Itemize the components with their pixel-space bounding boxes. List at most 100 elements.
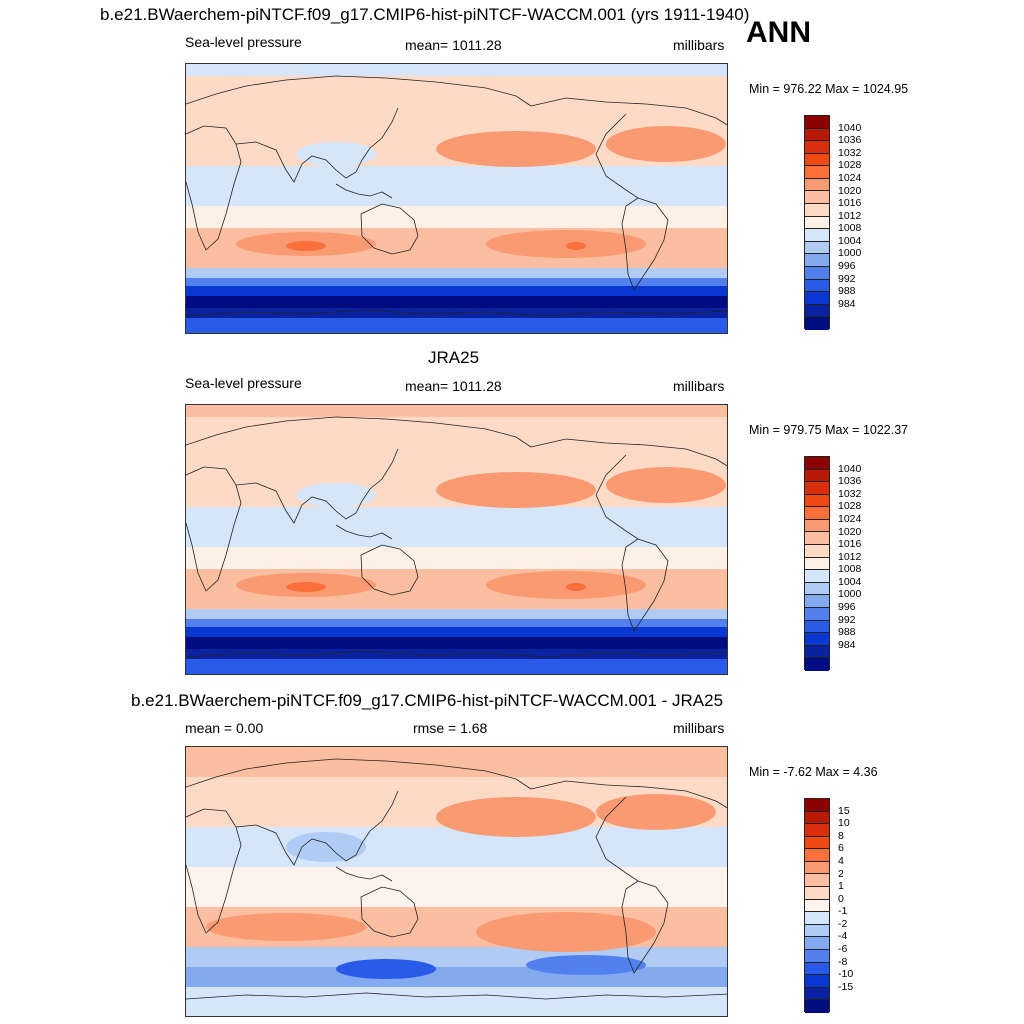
colorbar-segment bbox=[805, 178, 829, 192]
coastline bbox=[186, 125, 242, 251]
colorbar-segment bbox=[805, 582, 829, 596]
panel3-map bbox=[185, 746, 728, 1017]
coastline bbox=[186, 466, 242, 592]
colorbar-segment bbox=[805, 620, 829, 634]
colorbar-segment bbox=[805, 975, 829, 988]
colorbar-segment bbox=[805, 128, 829, 142]
colorbar-label: -10 bbox=[838, 967, 854, 980]
field-blob bbox=[486, 571, 646, 599]
colorbar-label: 1016 bbox=[838, 537, 862, 550]
colorbar-label: 1032 bbox=[838, 146, 862, 159]
colorbar-segment bbox=[805, 317, 829, 330]
field-blob bbox=[436, 797, 596, 837]
colorbar-label: 1000 bbox=[838, 247, 862, 260]
colorbar-segment bbox=[805, 457, 829, 470]
colorbar-segment bbox=[805, 507, 829, 520]
colorbar-segment bbox=[805, 899, 829, 913]
coastline bbox=[621, 197, 669, 291]
field-blob bbox=[566, 242, 586, 250]
field-band bbox=[186, 637, 727, 649]
colorbar-label: 1024 bbox=[838, 171, 862, 184]
panel3-minmax: Min = -7.62 Max = 4.36 bbox=[749, 765, 878, 779]
colorbar-label: 15 bbox=[838, 804, 850, 817]
colorbar-label: 1004 bbox=[838, 234, 862, 247]
field-blob bbox=[436, 472, 596, 508]
field-band bbox=[186, 507, 727, 547]
field-blob bbox=[296, 483, 376, 507]
coastline bbox=[335, 866, 393, 882]
coastline bbox=[186, 992, 727, 1000]
coastline bbox=[186, 758, 532, 790]
colorbar-label: 1 bbox=[838, 879, 844, 892]
colorbar-segment bbox=[805, 937, 829, 950]
panel3-center-label: rmse = 1.68 bbox=[413, 720, 488, 736]
colorbar-segment bbox=[805, 545, 829, 558]
coastline bbox=[235, 107, 399, 183]
panel2-center-label: mean= 1011.28 bbox=[405, 378, 502, 394]
field-blob bbox=[606, 126, 726, 162]
colorbar-segment bbox=[805, 799, 829, 812]
colorbar-label: 1024 bbox=[838, 512, 862, 525]
colorbar-label: -1 bbox=[838, 905, 848, 918]
field-band bbox=[186, 619, 727, 627]
colorbar-segment bbox=[805, 595, 829, 608]
panel3-colorbar bbox=[804, 798, 830, 1013]
field-band bbox=[186, 64, 727, 76]
panel1-right-label: millibars bbox=[673, 37, 725, 53]
coastline bbox=[186, 309, 727, 317]
colorbar-segment bbox=[805, 204, 829, 217]
panel1-center-label: mean= 1011.28 bbox=[405, 37, 502, 53]
colorbar-label: -4 bbox=[838, 930, 848, 943]
field-band bbox=[186, 417, 727, 447]
colorbar-segment bbox=[805, 861, 829, 875]
field-band bbox=[186, 547, 727, 569]
field-blob bbox=[526, 955, 646, 975]
colorbar-segment bbox=[805, 141, 829, 154]
coastline bbox=[335, 524, 393, 540]
colorbar-label: 1040 bbox=[838, 462, 862, 475]
coastline bbox=[621, 880, 669, 974]
field-band bbox=[186, 268, 727, 278]
colorbar-segment bbox=[805, 912, 829, 925]
field-band bbox=[186, 659, 727, 674]
field-band bbox=[186, 286, 727, 296]
field-band bbox=[186, 278, 727, 286]
colorbar-segment bbox=[805, 292, 829, 305]
colorbar-label: -8 bbox=[838, 955, 848, 968]
field-band bbox=[186, 867, 727, 907]
colorbar-label: 1020 bbox=[838, 525, 862, 538]
field-blob bbox=[286, 582, 326, 592]
colorbar-segment bbox=[805, 116, 829, 129]
colorbar-segment bbox=[805, 824, 829, 837]
panel3-right-label: millibars bbox=[673, 720, 725, 736]
colorbar-label: 1020 bbox=[838, 184, 862, 197]
coastline bbox=[186, 650, 727, 658]
colorbar-label: 1040 bbox=[838, 121, 862, 134]
panel2-colorbar bbox=[804, 456, 830, 671]
colorbar-label: 996 bbox=[838, 600, 856, 613]
colorbar-label: -15 bbox=[838, 980, 854, 993]
colorbar-segment bbox=[805, 279, 829, 293]
colorbar-label: 1012 bbox=[838, 550, 862, 563]
coastline bbox=[360, 544, 419, 596]
colorbar-label: 1036 bbox=[838, 133, 862, 146]
colorbar-label: 2 bbox=[838, 867, 844, 880]
panel1-left-label: Sea-level pressure bbox=[185, 34, 302, 50]
field-band bbox=[186, 206, 727, 228]
colorbar-label: -2 bbox=[838, 917, 848, 930]
field-blob bbox=[486, 230, 646, 258]
field-blob bbox=[566, 583, 586, 591]
colorbar-label: 992 bbox=[838, 272, 856, 285]
coastline bbox=[235, 448, 399, 524]
field-band bbox=[186, 166, 727, 206]
field-band bbox=[186, 827, 727, 867]
panel3-map-svg bbox=[186, 747, 727, 1016]
colorbar-segment bbox=[805, 987, 829, 1001]
colorbar-segment bbox=[805, 216, 829, 230]
panel1-colorbar bbox=[804, 115, 830, 330]
field-band bbox=[186, 405, 727, 417]
panel2-map bbox=[185, 404, 728, 675]
panel2-map-svg bbox=[186, 405, 727, 674]
colorbar-segment bbox=[805, 607, 829, 621]
panel1-map bbox=[185, 63, 728, 334]
